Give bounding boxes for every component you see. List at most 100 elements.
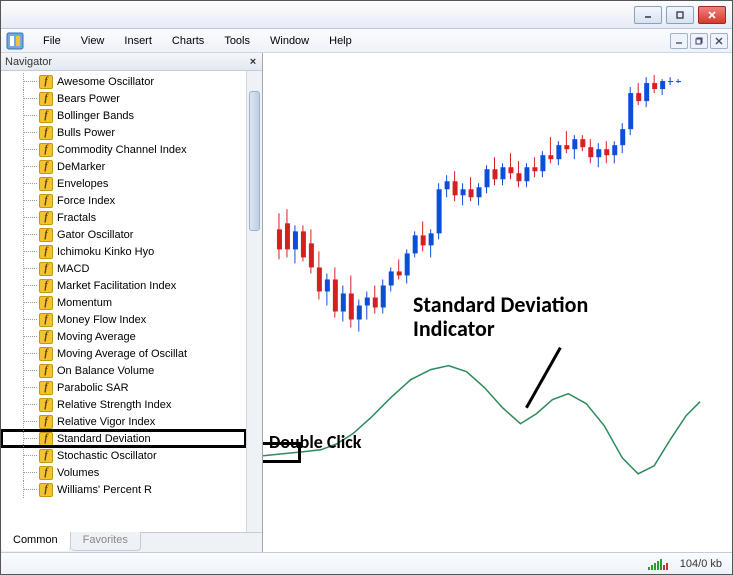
indicator-on-balance-volume[interactable]: f On Balance Volume — [1, 362, 246, 379]
indicator-label: Stochastic Oscillator — [57, 450, 157, 462]
mdi-controls — [670, 33, 732, 49]
status-bar: 104/0 kb — [1, 552, 732, 574]
function-icon: f — [39, 211, 53, 225]
indicator-commodity-channel-index[interactable]: fCommodity Channel Index — [1, 141, 246, 158]
indicator-volumes[interactable]: f Volumes — [1, 464, 246, 481]
function-icon: f — [39, 126, 53, 140]
indicator-gator-oscillator[interactable]: f Gator Oscillator — [1, 226, 246, 243]
indicator-tree[interactable]: fAwesome OscillatorfBears PowerfBollinge… — [1, 71, 246, 532]
navigator-close-icon[interactable]: × — [246, 55, 260, 69]
indicator-label: On Balance Volume — [57, 365, 154, 377]
indicator-bollinger-bands[interactable]: f Bollinger Bands — [1, 107, 246, 124]
function-icon: f — [39, 109, 53, 123]
indicator-label: Bollinger Bands — [57, 110, 134, 122]
indicator-label: Force Index — [57, 195, 115, 207]
indicator-label: Gator Oscillator — [57, 229, 133, 241]
scrollbar-thumb[interactable] — [249, 91, 260, 231]
function-icon: f — [39, 92, 53, 106]
function-icon: f — [39, 160, 53, 174]
indicator-bears-power[interactable]: f Bears Power — [1, 90, 246, 107]
indicator-label: Fractals — [57, 212, 96, 224]
indicator-force-index[interactable]: fForce Index — [1, 192, 246, 209]
indicator-label: Momentum — [57, 297, 112, 309]
status-kb: 104/0 kb — [680, 558, 722, 570]
indicator-moving-average[interactable]: fMoving Average — [1, 328, 246, 345]
indicator-label: Volumes — [57, 467, 99, 479]
function-icon: f — [39, 262, 53, 276]
function-icon: f — [39, 415, 53, 429]
indicator-label: Money Flow Index — [57, 314, 146, 326]
tab-favorites[interactable]: Favorites — [71, 532, 141, 551]
indicator-label: MACD — [57, 263, 89, 275]
indicator-label: Awesome Oscillator — [57, 76, 154, 88]
chart-area[interactable]: Standard Deviation Indicator Double Clic… — [263, 53, 732, 552]
indicator-relative-strength-index[interactable]: fRelative Strength Index — [1, 396, 246, 413]
annotation-double-click: Double Click — [269, 431, 361, 453]
indicator-label: Relative Strength Index — [57, 399, 171, 411]
minimize-button[interactable] — [634, 6, 662, 24]
navigator-body: fAwesome OscillatorfBears PowerfBollinge… — [1, 71, 262, 532]
app-logo-icon — [5, 31, 25, 51]
maximize-button[interactable] — [666, 6, 694, 24]
menu-charts[interactable]: Charts — [162, 32, 214, 50]
function-icon: f — [39, 245, 53, 259]
indicator-ichimoku-kinko-hyo[interactable]: f Ichimoku Kinko Hyo — [1, 243, 246, 260]
menu-tools[interactable]: Tools — [214, 32, 260, 50]
menu-window[interactable]: Window — [260, 32, 319, 50]
indicator-bulls-power[interactable]: f Bulls Power — [1, 124, 246, 141]
indicator-label: Envelopes — [57, 178, 108, 190]
title-bar — [1, 1, 732, 29]
indicator-label: Standard Deviation — [57, 433, 151, 445]
close-button[interactable] — [698, 6, 726, 24]
menu-bar: FileViewInsertChartsToolsWindowHelp — [1, 29, 732, 53]
indicator-label: Bears Power — [57, 93, 120, 105]
function-icon: f — [39, 313, 53, 327]
navigator-scrollbar[interactable] — [246, 71, 262, 532]
function-icon: f — [39, 330, 53, 344]
indicator-parabolic-sar[interactable]: fParabolic SAR — [1, 379, 246, 396]
connection-bars-icon — [648, 558, 668, 570]
menu-insert[interactable]: Insert — [114, 32, 162, 50]
menu-view[interactable]: View — [71, 32, 115, 50]
indicator-williams-percent-r[interactable]: fWilliams' Percent R — [1, 481, 246, 498]
menu-file[interactable]: File — [33, 32, 71, 50]
indicator-awesome-oscillator[interactable]: fAwesome Oscillator — [1, 73, 246, 90]
indicator-label: Market Facilitation Index — [57, 280, 176, 292]
indicator-label: Williams' Percent R — [57, 484, 152, 496]
function-icon: f — [39, 279, 53, 293]
indicator-envelopes[interactable]: f Envelopes — [1, 175, 246, 192]
indicator-momentum[interactable]: fMomentum — [1, 294, 246, 311]
indicator-standard-deviation[interactable]: f Standard Deviation — [1, 430, 246, 447]
indicator-label: Ichimoku Kinko Hyo — [57, 246, 154, 258]
indicator-label: Relative Vigor Index — [57, 416, 155, 428]
function-icon: f — [39, 466, 53, 480]
indicator-label: Bulls Power — [57, 127, 115, 139]
function-icon: f — [39, 228, 53, 242]
work-area: Navigator × fAwesome OscillatorfBears Po… — [1, 53, 732, 552]
function-icon: f — [39, 364, 53, 378]
navigator-panel: Navigator × fAwesome OscillatorfBears Po… — [1, 53, 263, 552]
mdi-minimize-button[interactable] — [670, 33, 688, 49]
indicator-label: Parabolic SAR — [57, 382, 129, 394]
indicator-money-flow-index[interactable]: f Money Flow Index — [1, 311, 246, 328]
function-icon: f — [39, 449, 53, 463]
indicator-label: Moving Average of Oscillat — [57, 348, 187, 360]
indicator-label: DeMarker — [57, 161, 105, 173]
indicator-stochastic-oscillator[interactable]: f Stochastic Oscillator — [1, 447, 246, 464]
menu-help[interactable]: Help — [319, 32, 362, 50]
function-icon: f — [39, 347, 53, 361]
navigator-tabs: Common Favorites — [1, 532, 262, 552]
function-icon: f — [39, 432, 53, 446]
indicator-relative-vigor-index[interactable]: f Relative Vigor Index — [1, 413, 246, 430]
function-icon: f — [39, 177, 53, 191]
indicator-market-facilitation-index[interactable]: f Market Facilitation Index — [1, 277, 246, 294]
indicator-moving-average-of-oscillat[interactable]: f Moving Average of Oscillat — [1, 345, 246, 362]
navigator-title: Navigator — [5, 56, 52, 68]
tab-common[interactable]: Common — [1, 532, 71, 551]
mdi-close-button[interactable] — [710, 33, 728, 49]
indicator-demarker[interactable]: f DeMarker — [1, 158, 246, 175]
indicator-fractals[interactable]: f Fractals — [1, 209, 246, 226]
mdi-restore-button[interactable] — [690, 33, 708, 49]
app-window: FileViewInsertChartsToolsWindowHelp Navi… — [0, 0, 733, 575]
indicator-macd[interactable]: f MACD — [1, 260, 246, 277]
